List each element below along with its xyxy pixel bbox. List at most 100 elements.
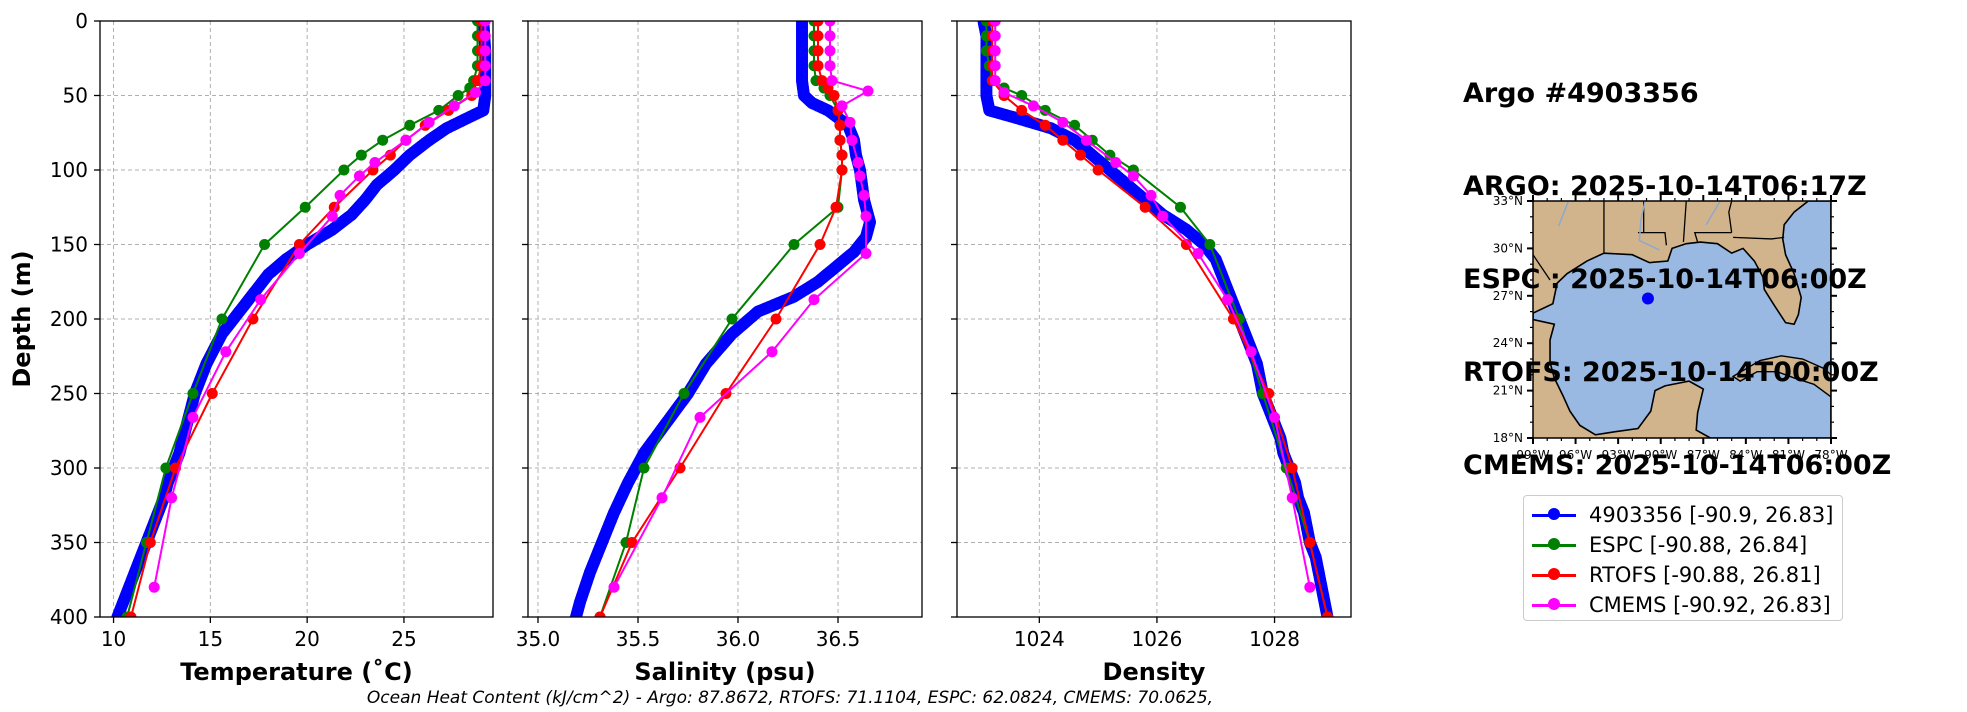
- y-tick-label: 250: [50, 382, 88, 406]
- data-point: [844, 116, 856, 128]
- map-lat-label: 30°N: [1493, 241, 1523, 255]
- legend-label-espc: ESPC [-90.88, 26.84]: [1589, 533, 1808, 557]
- data-point: [858, 189, 870, 201]
- data-point: [808, 294, 820, 306]
- data-point: [1157, 210, 1169, 222]
- map-lon-label: 99°W: [1516, 448, 1549, 462]
- data-point: [377, 134, 389, 146]
- data-point: [834, 134, 846, 146]
- river: [1705, 201, 1721, 226]
- data-point: [836, 100, 848, 112]
- legend-label-argo: 4903356 [-90.9, 26.83]: [1589, 503, 1834, 527]
- float-location-marker: [1641, 292, 1654, 305]
- data-point: [1204, 239, 1216, 250]
- map-lon-label: 90°W: [1644, 448, 1677, 462]
- x-tick-label: 25: [391, 627, 416, 651]
- legend: 4903356 [-90.9, 26.83] ESPC [-90.88, 26.…: [1523, 495, 1843, 621]
- data-point: [1222, 294, 1234, 306]
- data-point: [1192, 247, 1204, 259]
- data-point: [125, 611, 137, 617]
- x-tick-label: 36.0: [716, 627, 761, 651]
- data-point: [816, 75, 828, 87]
- state-border: [1693, 231, 1732, 243]
- data-point: [788, 239, 800, 250]
- panel-1: 10 15 20 25050100150200250300350400Temperat…: [8, 9, 494, 686]
- map-lat-label: 24°N: [1493, 336, 1523, 350]
- data-point: [479, 21, 491, 27]
- data-point: [1074, 149, 1086, 161]
- data-point: [812, 45, 824, 57]
- data-point: [1174, 201, 1186, 213]
- x-tick-label: 15: [198, 627, 223, 651]
- data-point: [852, 157, 864, 169]
- data-point: [824, 30, 836, 42]
- argo-time: ARGO: 2025-10-14T06:17Z: [1463, 171, 1867, 202]
- x-tick-label: 1028: [1249, 627, 1300, 651]
- data-point: [160, 462, 172, 474]
- data-point: [812, 30, 824, 42]
- y-tick-label: 200: [50, 307, 88, 331]
- map-body: [1533, 201, 1831, 438]
- y-tick-label: 400: [50, 605, 88, 629]
- data-point: [293, 247, 305, 259]
- data-point: [626, 537, 638, 548]
- legend-label-rtofs: RTOFS [-90.88, 26.81]: [1589, 563, 1821, 587]
- y-tick-label: 0: [75, 9, 88, 33]
- x-axis-label: Temperature (˚C): [180, 658, 413, 686]
- data-point: [299, 201, 311, 213]
- cmems-time: CMEMS: 2025-10-14T06:00Z: [1463, 450, 1892, 481]
- map-lon-label: 87°W: [1687, 448, 1720, 462]
- data-point: [220, 346, 232, 358]
- map-frame: [1532, 200, 1832, 439]
- data-point: [1286, 492, 1298, 504]
- data-point: [862, 85, 874, 97]
- data-point: [812, 60, 824, 72]
- legend-marker-argo: [1532, 508, 1576, 520]
- data-point: [148, 581, 160, 593]
- data-point: [355, 149, 367, 161]
- data-point: [400, 134, 412, 146]
- data-point: [1110, 157, 1122, 169]
- data-point: [836, 149, 848, 161]
- data-point: [1057, 116, 1069, 128]
- data-point: [834, 119, 846, 131]
- data-point: [989, 75, 1001, 87]
- gulf-water: [1533, 201, 1831, 438]
- legend-item-argo: 4903356 [-90.9, 26.83]: [1524, 500, 1842, 530]
- data-point: [594, 611, 606, 617]
- data-point: [1092, 164, 1104, 176]
- data-point: [206, 388, 218, 399]
- legend-marker-cmems: [1532, 598, 1576, 610]
- map-lon-label: 93°W: [1602, 448, 1635, 462]
- state-border: [1682, 201, 1687, 243]
- data-point: [656, 492, 668, 504]
- data-point: [247, 313, 259, 325]
- espc-time: ESPC : 2025-10-14T06:00Z: [1463, 264, 1867, 295]
- data-point: [836, 164, 848, 176]
- x-tick-label: 35.0: [516, 627, 561, 651]
- data-point: [678, 388, 690, 399]
- location-map: 33°N 30°N 27°N 24°N 21°N 18°N 99°W 96°W 93°W 90°W…: [1493, 194, 1848, 462]
- y-axis-label: Depth (m): [8, 250, 36, 387]
- legend-marker-rtofs: [1532, 568, 1576, 580]
- data-point: [144, 537, 156, 548]
- legend-item-cmems: CMEMS [-90.92, 26.83]: [1524, 590, 1842, 620]
- data-point: [334, 189, 346, 201]
- data-point: [766, 346, 778, 358]
- data-point: [846, 134, 858, 146]
- rtofs-time: RTOFS: 2025-10-14T00:00Z: [1463, 357, 1879, 388]
- map-lon-label: 96°W: [1559, 448, 1592, 462]
- data-point: [824, 60, 836, 72]
- data-point: [694, 411, 706, 423]
- data-point: [828, 90, 840, 101]
- data-point: [1227, 313, 1239, 325]
- data-point: [452, 90, 464, 101]
- data-point: [369, 157, 381, 169]
- series-cmems: [608, 21, 874, 593]
- map-lon-label: 81°W: [1772, 448, 1805, 462]
- map-lat-label: 27°N: [1493, 289, 1523, 303]
- data-point: [1304, 537, 1316, 548]
- series-espc: [121, 21, 484, 617]
- data-point: [255, 294, 267, 306]
